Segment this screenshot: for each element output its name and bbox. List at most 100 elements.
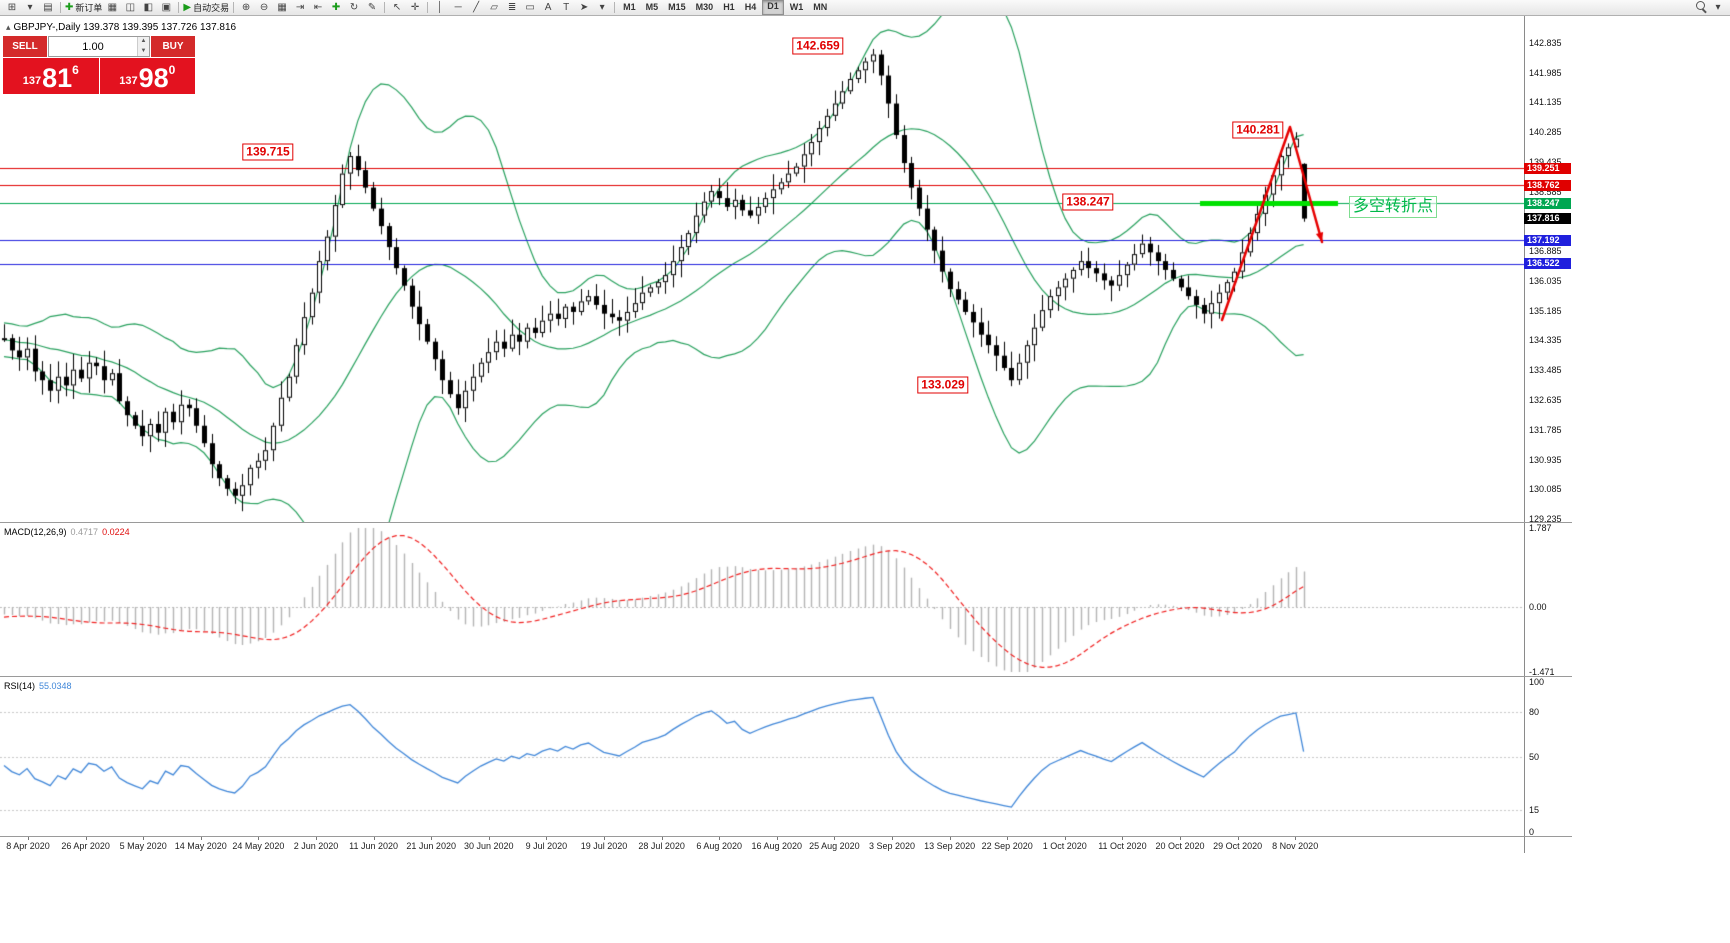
- equidistant-channel-icon[interactable]: ▱: [490, 2, 498, 13]
- time-axis-label: 29 Oct 2020: [1213, 841, 1263, 851]
- data-window-icon[interactable]: ◫: [125, 2, 136, 13]
- timeframe-m30[interactable]: M30: [695, 2, 714, 12]
- timeframe-d1[interactable]: D1: [762, 0, 784, 15]
- fibonacci-icon[interactable]: ≣: [507, 2, 517, 13]
- toolbar-separator: [614, 2, 616, 13]
- text-label-icon[interactable]: T: [563, 2, 570, 13]
- buy-button[interactable]: BUY: [151, 36, 195, 57]
- market-watch-icon[interactable]: ▦: [107, 2, 118, 13]
- rsi-value: 55.0348: [39, 681, 72, 691]
- price-annotation-142.659[interactable]: 142.659: [792, 37, 844, 55]
- arrow-tool-icon[interactable]: ➤: [579, 2, 589, 13]
- price-axis-label: 139.435: [1529, 157, 1562, 167]
- price-axis-label: 138.585: [1529, 186, 1562, 197]
- toolbar-overflow-icon[interactable]: ▾: [1715, 2, 1721, 13]
- rsi-axis-label: 0: [1529, 827, 1535, 837]
- templates-icon[interactable]: ✎: [367, 2, 377, 13]
- time-axis-label: 9 Jul 2020: [525, 841, 568, 851]
- macd-axis-label: 1.787: [1529, 523, 1552, 533]
- time-axis-label: 16 Aug 2020: [751, 841, 803, 851]
- cursor-icon[interactable]: ↖: [392, 2, 402, 13]
- timeframe-m1[interactable]: M1: [623, 2, 636, 12]
- crosshair-icon[interactable]: ✛: [410, 2, 420, 13]
- text-tool-icon[interactable]: A: [544, 2, 552, 13]
- time-axis-label: 14 May 2020: [174, 841, 227, 851]
- profiles-icon[interactable]: ▤: [43, 2, 53, 13]
- auto-scroll-icon[interactable]: ⇥: [295, 2, 305, 13]
- buy-price-box[interactable]: 137 98 0: [99, 58, 195, 94]
- macd-panel-separator[interactable]: [0, 522, 1572, 523]
- arrows-dropdown-icon[interactable]: ▾: [599, 2, 605, 13]
- auto-trading-button[interactable]: ▶ 自动交易: [183, 2, 230, 13]
- timeframe-h4[interactable]: H4: [744, 2, 757, 12]
- refresh-icon[interactable]: ↻: [349, 2, 359, 13]
- price-tag-137.192: 137.192: [1524, 234, 1571, 246]
- price-annotation-140.281[interactable]: 140.281: [1232, 121, 1284, 139]
- time-axis-tick: [1180, 837, 1181, 840]
- time-axis-label: 20 Oct 2020: [1155, 841, 1205, 851]
- time-axis-tick: [604, 837, 605, 840]
- main-chart-canvas[interactable]: [0, 16, 1524, 522]
- tile-windows-icon[interactable]: ▦: [277, 2, 287, 13]
- macd-signal-value: 0.0224: [102, 527, 130, 537]
- rsi-axis-label: 80: [1529, 707, 1540, 717]
- macd-axis-label: -1.471: [1529, 667, 1555, 677]
- rsi-axis-label: 50: [1529, 752, 1540, 762]
- vertical-line-icon[interactable]: │: [437, 2, 444, 13]
- zoom-out-icon[interactable]: ⊖: [259, 2, 269, 13]
- timeframe-h1[interactable]: H1: [723, 2, 735, 12]
- volume-increase-icon[interactable]: ▲: [138, 37, 149, 47]
- chart-shift-icon[interactable]: ⇤: [313, 2, 323, 13]
- volume-decrease-icon[interactable]: ▼: [138, 46, 149, 56]
- quick-trade-collapse-icon[interactable]: ▴: [6, 22, 11, 32]
- zoom-in-icon[interactable]: ⊕: [241, 2, 251, 13]
- time-axis-tick: [546, 837, 548, 840]
- trend-line-icon[interactable]: ╱: [473, 2, 480, 13]
- price-axis-label: 129.235: [1529, 514, 1562, 525]
- shapes-icon[interactable]: ▭: [525, 2, 535, 13]
- terminal-icon[interactable]: ▣: [161, 2, 172, 13]
- price-axis[interactable]: 142.835 141.985 141.135 140.285 139.435 138.5…: [1524, 0, 1572, 853]
- note-annotation[interactable]: 多空转折点: [1349, 196, 1438, 218]
- time-axis[interactable]: 8 Apr 2020 26 Apr 2020 5 May 2020 14 May 20…: [0, 837, 1572, 853]
- navigator-icon[interactable]: ◧: [143, 2, 154, 13]
- search-icon[interactable]: [1692, 1, 1708, 15]
- timeframe-m5[interactable]: M5: [645, 2, 659, 12]
- price-tag-137.816: 137.816: [1524, 213, 1571, 225]
- time-axis-tick: [1122, 837, 1124, 840]
- horizontal-line-icon[interactable]: ─: [454, 2, 462, 13]
- toolbar-separator: [178, 2, 180, 13]
- time-axis-label: 26 Apr 2020: [61, 841, 110, 851]
- price-annotation-139.715[interactable]: 139.715: [242, 143, 294, 161]
- macd-main-value: 0.4717: [70, 527, 99, 537]
- timeframe-mn[interactable]: MN: [813, 2, 828, 12]
- chart-dropdown-icon[interactable]: ▾: [27, 2, 33, 13]
- time-axis-tick: [1064, 837, 1066, 840]
- volume-input[interactable]: [49, 37, 137, 56]
- time-axis-label: 21 Jun 2020: [406, 841, 456, 851]
- time-axis-tick: [949, 837, 951, 840]
- price-axis-label: 135.185: [1529, 305, 1562, 316]
- price-axis-label: 136.885: [1529, 246, 1562, 257]
- timeframe-m15[interactable]: M15: [668, 2, 686, 12]
- sell-button[interactable]: SELL: [3, 36, 47, 57]
- toolbar-separator: [60, 2, 61, 13]
- timeframe-w1[interactable]: W1: [789, 2, 804, 12]
- time-axis-label: 13 Sep 2020: [924, 841, 976, 851]
- time-axis-label: 11 Jun 2020: [349, 841, 399, 851]
- new-order-button[interactable]: ✚ 新订单: [65, 2, 103, 13]
- price-annotation-133.029[interactable]: 133.029: [917, 376, 969, 394]
- macd-panel-canvas[interactable]: [0, 524, 1524, 676]
- sell-price-box[interactable]: 137 81 6: [3, 58, 99, 94]
- rsi-panel-separator[interactable]: [0, 676, 1572, 677]
- price-annotation-138.247[interactable]: 138.247: [1062, 193, 1114, 211]
- price-tag-136.522: 136.522: [1524, 258, 1571, 270]
- buy-price-sup: 0: [168, 63, 176, 77]
- new-chart-icon[interactable]: ⊞: [7, 2, 17, 13]
- volume-field: ▲ ▼: [48, 36, 150, 57]
- time-axis-separator: [0, 836, 1572, 837]
- rsi-panel-canvas[interactable]: [0, 678, 1524, 836]
- buy-price-big: 98: [138, 63, 169, 93]
- add-indicator-icon[interactable]: ✚: [331, 2, 341, 13]
